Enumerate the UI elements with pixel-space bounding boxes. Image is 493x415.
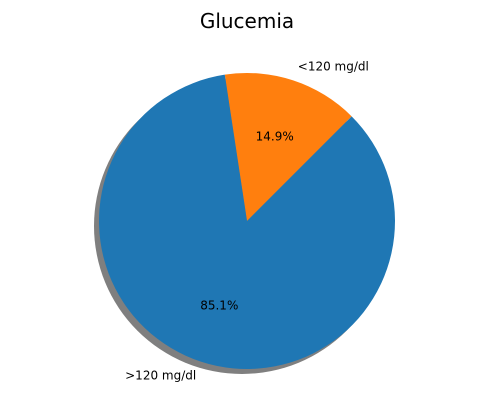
slice-percent-label: 85.1% [200,298,238,312]
slice-label: <120 mg/dl [298,59,369,73]
pie-slice [98,74,395,370]
slice-percent-label: 14.9% [256,130,294,144]
slice-label: >120 mg/dl [125,369,196,383]
chart-title: Glucemia [200,9,294,33]
pie-labels: <120 mg/dl 14.9% >120 mg/dl 85.1% [125,59,369,382]
pie-slice [224,73,352,221]
pie-slices [98,73,395,370]
